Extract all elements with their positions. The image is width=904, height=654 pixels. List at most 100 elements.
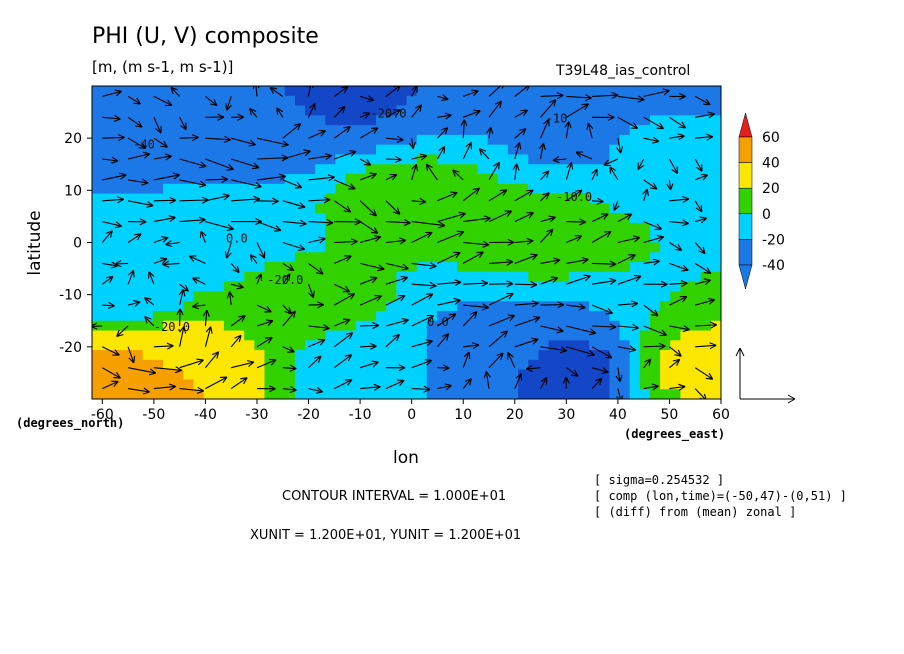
- field-cell: [497, 144, 509, 156]
- field-cell: [487, 95, 499, 107]
- field-cell: [589, 125, 600, 136]
- field-cell: [649, 86, 661, 97]
- field-cell: [558, 301, 570, 312]
- field-cell: [599, 389, 611, 399]
- field-cell: [558, 340, 570, 351]
- field-cell: [325, 164, 337, 175]
- field-cell: [142, 330, 154, 341]
- field-cell: [670, 144, 682, 156]
- field-cell: [518, 271, 529, 283]
- wind-vector: [488, 352, 504, 369]
- field-cell: [477, 291, 489, 302]
- wind-vector: [333, 354, 353, 369]
- field-cell: [518, 144, 529, 156]
- field-cell: [639, 389, 651, 399]
- wind-vector: [566, 94, 592, 102]
- field-cell: [112, 359, 124, 371]
- field-cell: [589, 115, 600, 126]
- wind-vector: [147, 271, 155, 285]
- field-cell: [244, 174, 255, 185]
- field-cell: [619, 340, 631, 351]
- wind-vector: [204, 351, 220, 369]
- field-cell: [619, 134, 631, 146]
- field-cell: [335, 134, 347, 146]
- field-cell: [92, 213, 103, 224]
- field-cell: [376, 193, 387, 204]
- field-cell: [102, 389, 113, 399]
- field-cell: [690, 125, 702, 136]
- wind-vector: [437, 364, 450, 372]
- field-cell: [548, 134, 560, 146]
- field-cell: [305, 222, 316, 234]
- field-cell: [386, 86, 397, 97]
- field-cell: [457, 242, 468, 253]
- wind-vector: [514, 253, 538, 264]
- field-cell: [416, 164, 428, 175]
- field-cell: [558, 379, 570, 390]
- field-cell: [173, 389, 184, 399]
- field-cell: [589, 350, 600, 361]
- field-cell: [548, 379, 560, 390]
- field-cell: [457, 301, 468, 312]
- field-cell: [700, 144, 712, 156]
- field-cell: [568, 154, 580, 165]
- field-cell: [142, 389, 154, 399]
- field-cell: [315, 164, 326, 175]
- field-cell: [416, 252, 428, 263]
- field-cell: [112, 95, 124, 107]
- field-cell: [355, 350, 367, 361]
- wind-vector: [437, 313, 457, 327]
- field-cell: [315, 379, 326, 390]
- wind-vector: [102, 156, 119, 164]
- field-cell: [92, 310, 103, 322]
- wind-vector: [437, 211, 466, 223]
- wind-vector: [153, 95, 173, 107]
- field-cell: [497, 115, 509, 126]
- field-cell: [213, 359, 225, 371]
- field-cell: [264, 242, 276, 253]
- field-cell: [477, 389, 489, 399]
- field-cell: [660, 369, 671, 381]
- field-cell: [589, 271, 600, 283]
- field-cell: [578, 359, 590, 371]
- field-cell: [294, 232, 306, 244]
- wind-vector: [334, 150, 357, 160]
- field-cell: [436, 340, 448, 351]
- field-cell: [305, 95, 316, 107]
- field-cell: [710, 320, 721, 332]
- field-cell: [152, 301, 164, 312]
- field-cell: [660, 379, 671, 390]
- field-cell: [629, 301, 641, 312]
- field-cell: [335, 252, 347, 263]
- field-cell: [193, 271, 205, 283]
- field-cell: [294, 125, 306, 136]
- field-cell: [325, 252, 337, 263]
- field-cell: [365, 330, 377, 341]
- wind-vector: [694, 200, 703, 213]
- field-cell: [609, 86, 621, 97]
- field-cell: [487, 213, 499, 224]
- field-cell: [305, 252, 316, 263]
- field-cell: [142, 144, 154, 156]
- field-cell: [244, 144, 255, 156]
- wind-vector: [359, 95, 375, 103]
- field-cell: [122, 330, 134, 341]
- field-cell: [152, 330, 164, 341]
- field-cell: [507, 203, 519, 214]
- field-cell: [355, 369, 367, 381]
- field-cell: [416, 262, 428, 273]
- wind-vector: [462, 378, 472, 389]
- wind-vector: [411, 163, 419, 181]
- field-cell: [507, 174, 519, 185]
- field-cell: [112, 134, 124, 146]
- wind-vector: [102, 380, 119, 390]
- field-cell: [487, 252, 499, 263]
- field-cell: [396, 320, 408, 332]
- field-cell: [660, 271, 671, 283]
- field-cell: [213, 320, 225, 332]
- field-cell: [639, 350, 651, 361]
- field-cell: [325, 359, 337, 371]
- field-cell: [436, 164, 448, 175]
- field-cell: [436, 350, 448, 361]
- wind-vector: [591, 377, 603, 389]
